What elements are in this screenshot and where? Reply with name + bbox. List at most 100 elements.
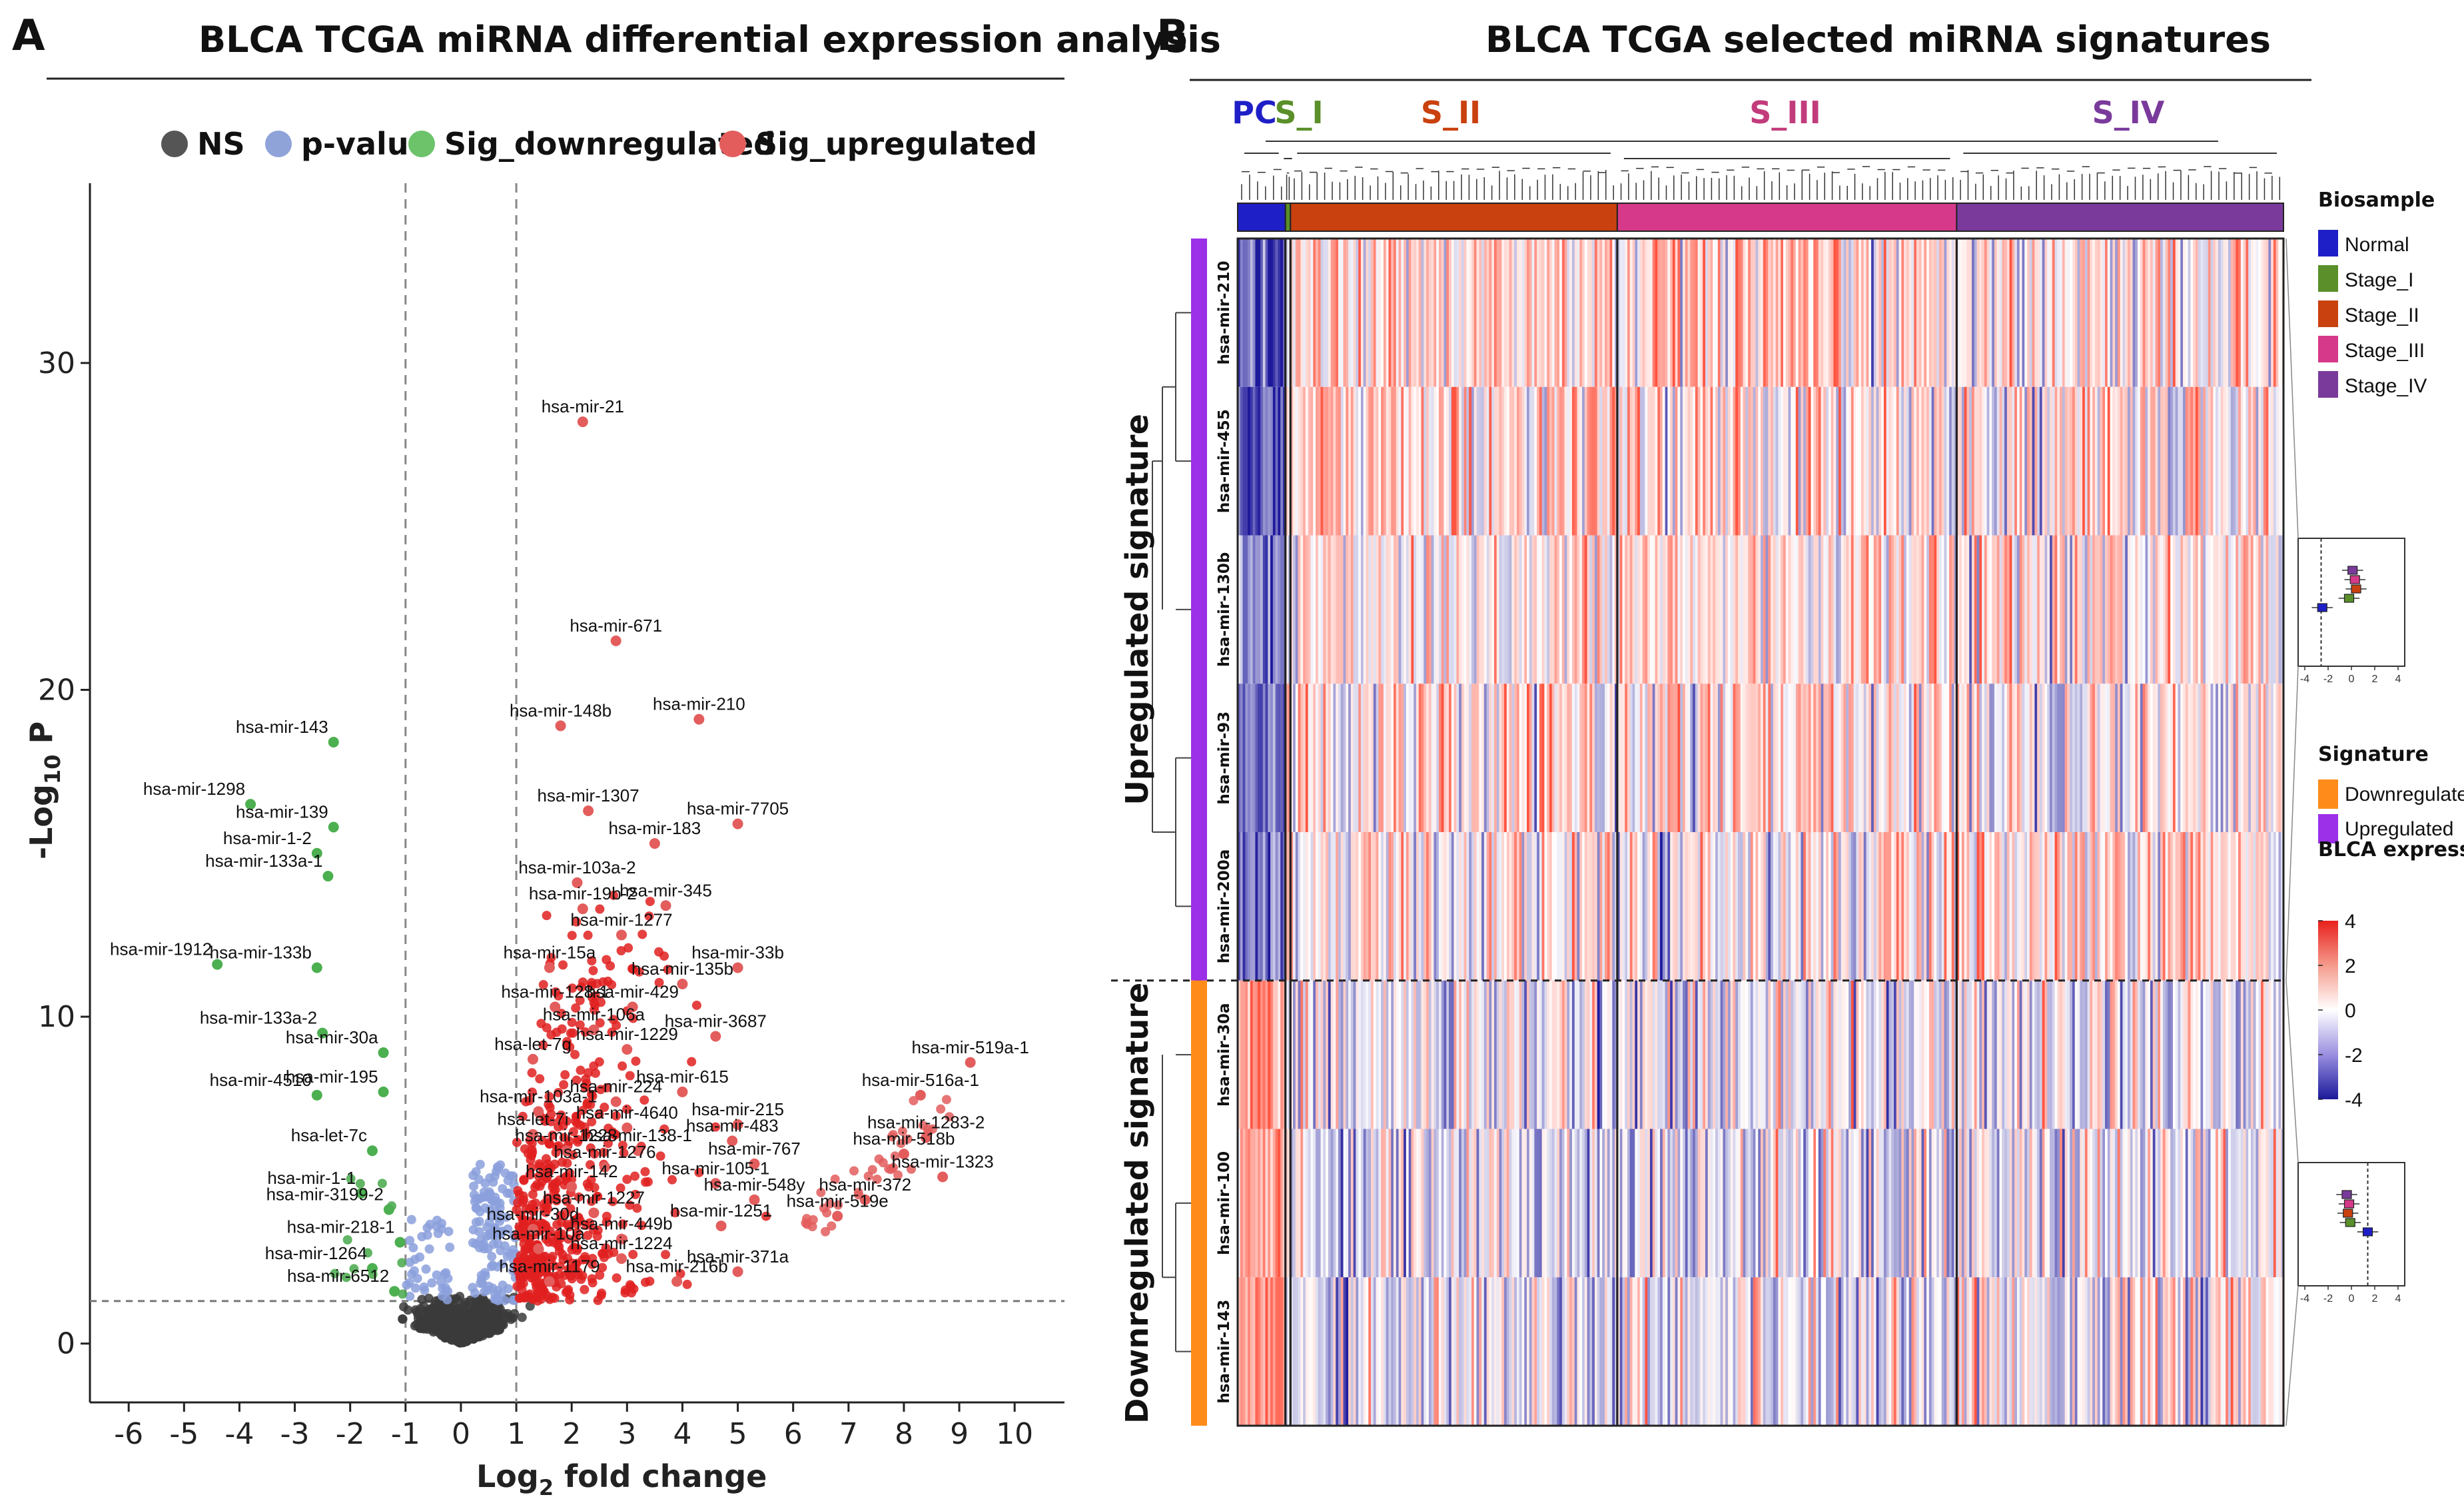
heat-cell bbox=[1713, 980, 1716, 1129]
heat-cell bbox=[1298, 535, 1301, 684]
heat-cell bbox=[1707, 1129, 1711, 1278]
heat-cell bbox=[1516, 386, 1520, 536]
heat-cell bbox=[2022, 535, 2025, 684]
pvalue-point bbox=[441, 1268, 451, 1278]
heat-cell bbox=[1675, 1277, 1679, 1426]
heat-cell bbox=[1986, 239, 1990, 387]
heat-cell bbox=[2034, 980, 2038, 1129]
labeled-point-hsa-mir-671 bbox=[610, 635, 621, 646]
sig-up-point bbox=[637, 1221, 647, 1231]
heat-cell bbox=[1486, 980, 1490, 1129]
heat-cell bbox=[1908, 832, 1912, 981]
heat-cell bbox=[1801, 980, 1804, 1129]
heat-cell bbox=[2022, 684, 2025, 832]
heat-cell bbox=[1250, 1277, 1254, 1426]
heat-cell bbox=[2246, 832, 2249, 981]
heat-cell bbox=[2253, 684, 2257, 832]
heat-cell bbox=[2220, 239, 2224, 387]
heat-cell bbox=[1268, 1129, 1271, 1278]
heat-cell bbox=[1798, 980, 1801, 1129]
heat-cell bbox=[1310, 535, 1314, 684]
sig-up-point bbox=[588, 1091, 598, 1101]
heat-cell bbox=[2148, 684, 2151, 832]
heat-cell bbox=[1491, 386, 1495, 536]
heat-cell bbox=[2145, 239, 2148, 387]
heat-cell bbox=[1745, 980, 1749, 1129]
point-label-hsa-mir-142: hsa-mir-142 bbox=[526, 1161, 618, 1181]
heat-cell bbox=[2281, 832, 2284, 981]
heat-cell bbox=[1928, 239, 1932, 387]
heat-cell bbox=[2195, 1129, 2199, 1278]
heat-cell bbox=[1928, 386, 1932, 536]
heat-cell bbox=[1426, 239, 1430, 387]
heat-cell bbox=[1773, 239, 1777, 387]
sig-up-point bbox=[527, 1087, 537, 1097]
heat-cell bbox=[1386, 535, 1390, 684]
heat-cell bbox=[2208, 239, 2212, 387]
heat-cell bbox=[1725, 1277, 1729, 1426]
heat-cell bbox=[1350, 1277, 1354, 1426]
heat-cell bbox=[1959, 980, 1962, 1129]
heat-cell bbox=[1622, 980, 1625, 1129]
heat-cell bbox=[1924, 832, 1927, 981]
heat-cell bbox=[1652, 1129, 1656, 1278]
heat-cell bbox=[1705, 980, 1709, 1129]
heat-cell bbox=[2090, 386, 2093, 536]
heat-cell bbox=[1340, 1129, 1344, 1278]
sig-up-point bbox=[602, 955, 612, 965]
labeled-point-hsa-mir-548y bbox=[749, 1194, 760, 1205]
heat-cell bbox=[1496, 980, 1500, 1129]
heat-cell bbox=[2238, 684, 2242, 832]
heat-cell bbox=[1486, 684, 1490, 832]
heat-cell bbox=[1366, 1129, 1369, 1278]
heat-cell bbox=[2112, 386, 2116, 536]
heat-cell bbox=[1740, 1129, 1744, 1278]
heat-cell bbox=[1617, 535, 1621, 684]
heat-cell bbox=[1833, 386, 1837, 536]
heat-cell bbox=[2206, 1129, 2209, 1278]
heat-cell bbox=[1441, 386, 1445, 536]
heat-cell bbox=[2027, 980, 2030, 1129]
sig-up-point bbox=[586, 981, 596, 991]
heat-cell bbox=[1891, 684, 1894, 832]
heat-cell bbox=[1833, 535, 1837, 684]
heat-cell bbox=[1414, 535, 1417, 684]
heat-cell bbox=[1989, 239, 1992, 387]
heat-cell bbox=[1700, 1129, 1703, 1278]
heat-cell bbox=[1881, 1129, 1884, 1278]
heat-cell bbox=[1313, 1277, 1316, 1426]
heat-cell bbox=[2258, 386, 2261, 536]
heat-cell bbox=[1876, 1277, 1879, 1426]
anno-S_IV bbox=[1956, 203, 2284, 232]
heat-cell bbox=[1303, 980, 1306, 1129]
heat-cell bbox=[1713, 239, 1716, 387]
heat-cell bbox=[1514, 684, 1517, 832]
heat-cell bbox=[1544, 239, 1547, 387]
heat-cell bbox=[1597, 535, 1601, 684]
heat-cell bbox=[1527, 1277, 1530, 1426]
heat-cell bbox=[2273, 239, 2277, 387]
heat-cell bbox=[1584, 386, 1588, 536]
heat-cell bbox=[2072, 535, 2076, 684]
heat-cell bbox=[2273, 386, 2277, 536]
heat-cell bbox=[2130, 386, 2134, 536]
heat-cell bbox=[1858, 1277, 1862, 1426]
heat-cell bbox=[1408, 386, 1412, 536]
heat-cell bbox=[2152, 832, 2156, 981]
heat-cell bbox=[2072, 386, 2076, 536]
point-label-hsa-mir-1264: hsa-mir-1264 bbox=[265, 1243, 367, 1263]
heat-cell bbox=[2213, 980, 2216, 1129]
heat-cell bbox=[1964, 239, 1968, 387]
heat-cell bbox=[2062, 684, 2066, 832]
heat-cell bbox=[2135, 1129, 2138, 1278]
heat-cell bbox=[1426, 1129, 1430, 1278]
sig-up-point bbox=[520, 1144, 530, 1154]
heat-cell bbox=[1710, 535, 1713, 684]
heat-cell bbox=[1823, 535, 1827, 684]
sig-up-point bbox=[524, 1096, 534, 1106]
heat-cell bbox=[1260, 1129, 1264, 1278]
heat-cell bbox=[1791, 684, 1794, 832]
heat-cell bbox=[2037, 386, 2040, 536]
heat-cell bbox=[1541, 1277, 1545, 1426]
heat-cell bbox=[1290, 980, 1294, 1129]
